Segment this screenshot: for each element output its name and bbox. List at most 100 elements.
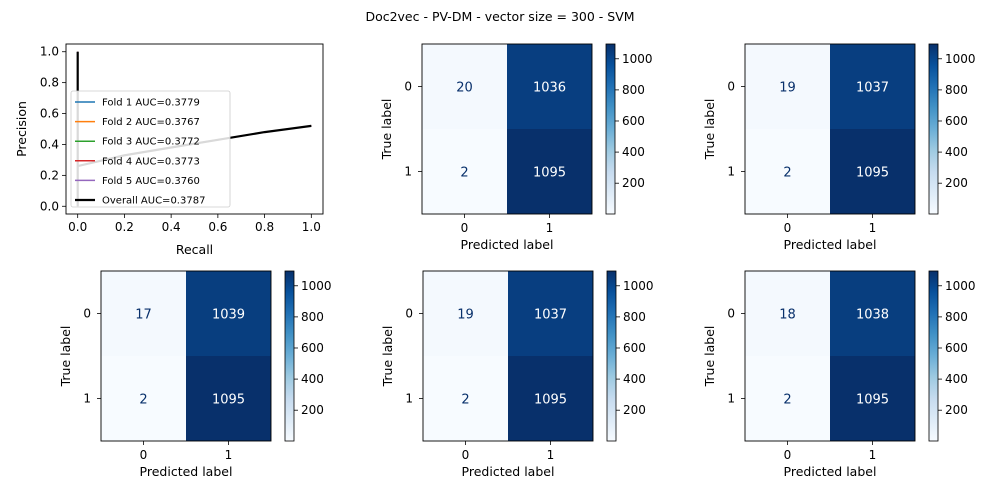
cell-value: 1095 bbox=[533, 166, 566, 181]
y-tick-label: 0.4 bbox=[40, 137, 59, 151]
x-tick-label: 1.0 bbox=[302, 220, 321, 234]
cell-value: 1095 bbox=[534, 393, 567, 408]
figure-title: Doc2vec - PV-DM - vector size = 300 - SV… bbox=[365, 9, 634, 24]
cell-value: 17 bbox=[135, 308, 152, 323]
colorbar-tick-label: 800 bbox=[945, 83, 968, 97]
y-tick-label: 0.8 bbox=[40, 76, 59, 90]
colorbar-tick-label: 800 bbox=[945, 310, 968, 324]
y-tick-label: 1.0 bbox=[40, 45, 59, 59]
colorbar-tick-label: 1000 bbox=[945, 52, 976, 66]
colorbar-tick-label: 400 bbox=[301, 372, 324, 386]
cell-value: 19 bbox=[779, 81, 796, 96]
x-axis-label: Predicted label bbox=[461, 237, 554, 252]
matrix-cell bbox=[745, 356, 830, 441]
y-tick-label: 1 bbox=[404, 165, 412, 179]
matrix-cell bbox=[745, 44, 830, 129]
x-tick-label: 0 bbox=[461, 221, 469, 235]
cell-value: 1037 bbox=[856, 81, 889, 96]
legend-entry: Fold 2 AUC=0.3767 bbox=[102, 117, 200, 128]
confusion-matrix-2: 19 1037 2 1095 0 1 0 1 Predicted label True label… bbox=[702, 43, 976, 252]
colorbar bbox=[284, 270, 295, 442]
matrix-cell bbox=[423, 356, 508, 441]
x-axis-label: Predicted label bbox=[784, 237, 877, 252]
matrix-cell bbox=[830, 44, 915, 129]
matrix-cell bbox=[186, 271, 271, 356]
x-tick-label: 0 bbox=[140, 448, 148, 462]
x-tick-label: 0.0 bbox=[68, 220, 87, 234]
axes-frame bbox=[421, 43, 593, 215]
colorbar-tick-label: 400 bbox=[623, 372, 646, 386]
colorbar-tick-label: 200 bbox=[623, 403, 646, 417]
y-axis-label: True label bbox=[702, 99, 717, 161]
colorbar-tick-label: 600 bbox=[301, 341, 324, 355]
x-tick-label: 1 bbox=[869, 448, 877, 462]
colorbar bbox=[928, 270, 939, 442]
cell-value: 19 bbox=[457, 308, 474, 323]
cell-value: 1037 bbox=[534, 308, 567, 323]
matrix-cell bbox=[830, 356, 915, 441]
y-tick-label: 0 bbox=[727, 307, 735, 321]
matrix-cell bbox=[423, 271, 508, 356]
axes-frame bbox=[100, 270, 272, 442]
legend-entry: Fold 4 AUC=0.3773 bbox=[102, 156, 200, 167]
cell-value: 2 bbox=[139, 393, 147, 408]
colorbar-tick-label: 200 bbox=[622, 176, 645, 190]
matrix-cell bbox=[507, 44, 592, 129]
matrix-cell bbox=[101, 356, 186, 441]
x-tick-label: 0 bbox=[784, 221, 792, 235]
axes-frame bbox=[744, 270, 916, 442]
x-tick-label: 0.2 bbox=[115, 220, 134, 234]
x-tick-label: 1 bbox=[547, 448, 555, 462]
legend-entry: Fold 1 AUC=0.3779 bbox=[102, 98, 200, 109]
cell-value: 1036 bbox=[533, 81, 566, 96]
colorbar-tick-label: 600 bbox=[945, 341, 968, 355]
matrix-cell bbox=[422, 44, 507, 129]
colorbar-tick-label: 600 bbox=[945, 114, 968, 128]
colorbar-tick-label: 1000 bbox=[301, 279, 332, 293]
matrix-cell bbox=[186, 356, 271, 441]
x-tick-label: 0.4 bbox=[162, 220, 181, 234]
matrix-cell bbox=[830, 129, 915, 214]
legend-entry: Fold 3 AUC=0.3772 bbox=[102, 137, 200, 148]
axes-frame bbox=[744, 43, 916, 215]
x-axis-label: Predicted label bbox=[462, 464, 555, 479]
x-tick-label: 0 bbox=[784, 448, 792, 462]
colorbar-tick-label: 200 bbox=[301, 403, 324, 417]
cell-value: 2 bbox=[460, 166, 468, 181]
colorbar-tick-label: 800 bbox=[301, 310, 324, 324]
cell-value: 1095 bbox=[856, 393, 889, 408]
x-tick-label: 0.6 bbox=[208, 220, 227, 234]
cell-value: 2 bbox=[783, 166, 791, 181]
x-tick-label: 0.8 bbox=[255, 220, 274, 234]
x-tick-label: 1 bbox=[869, 221, 877, 235]
cell-value: 1095 bbox=[212, 393, 245, 408]
colorbar bbox=[606, 270, 617, 442]
cell-value: 1095 bbox=[856, 166, 889, 181]
legend-entry: Overall AUC=0.3787 bbox=[102, 196, 205, 207]
cell-value: 2 bbox=[783, 393, 791, 408]
colorbar-tick-label: 600 bbox=[622, 114, 645, 128]
x-tick-label: 0 bbox=[462, 448, 470, 462]
matrix-cell bbox=[745, 129, 830, 214]
cell-value: 1038 bbox=[856, 308, 889, 323]
x-axis-label: Predicted label bbox=[784, 464, 877, 479]
y-axis-label: True label bbox=[58, 326, 73, 388]
y-tick-label: 0.0 bbox=[40, 199, 59, 213]
y-axis-label: True label bbox=[702, 326, 717, 388]
colorbar bbox=[928, 43, 939, 215]
confusion-matrix-1: 20 1036 2 1095 0 1 0 1 Predicted label True label… bbox=[379, 43, 653, 252]
confusion-matrix-panels: 2 0 1036 2 1095 0 1 0 1 Predicted label True label… bbox=[58, 43, 976, 479]
confusion-matrix-3: 17 1039 2 1095 0 1 0 1 Predicted label True label… bbox=[58, 270, 332, 479]
precision-recall-panel: 0.0 0.2 0.4 0.6 0.8 1.0 0.0 0.2 0.4 0.6 0.8 1.0 Reca… bbox=[14, 43, 324, 257]
matrix-cell bbox=[745, 271, 830, 356]
confusion-matrix-4: 19 1037 2 1095 0 1 0 1 Predicted label True label… bbox=[380, 270, 654, 479]
matrix-cell bbox=[507, 129, 592, 214]
x-axis-label: Predicted label bbox=[140, 464, 233, 479]
matrix-cell bbox=[508, 356, 593, 441]
legend-box bbox=[70, 90, 231, 208]
colorbar-tick-label: 1000 bbox=[623, 279, 654, 293]
y-tick-label: 1 bbox=[727, 392, 735, 406]
colorbar-tick-label: 800 bbox=[622, 83, 645, 97]
y-axis-label: True label bbox=[379, 99, 394, 161]
